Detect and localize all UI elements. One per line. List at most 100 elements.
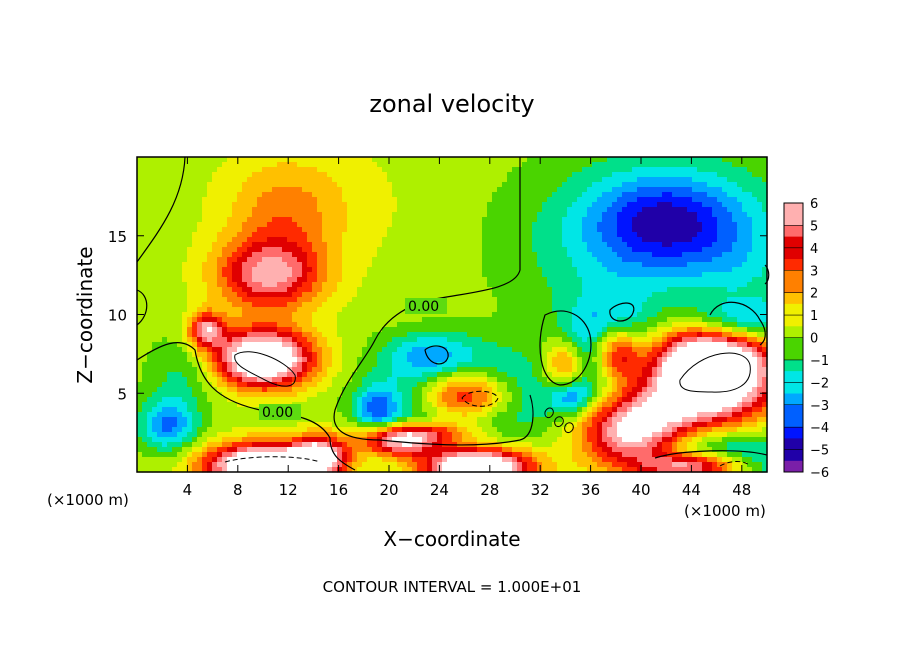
heatmap-cell	[282, 187, 288, 193]
heatmap-cell	[237, 327, 243, 333]
heatmap-cell	[502, 222, 508, 228]
heatmap-cell	[157, 262, 163, 268]
heatmap-cell	[202, 247, 208, 253]
heatmap-cell	[297, 272, 303, 278]
heatmap-cell	[267, 247, 273, 253]
heatmap-cell	[167, 347, 173, 353]
heatmap-cell	[337, 382, 343, 388]
heatmap-cell	[322, 277, 328, 283]
heatmap-cell	[367, 197, 373, 203]
heatmap-cell	[362, 402, 368, 408]
heatmap-cell	[477, 457, 483, 463]
heatmap-cell	[152, 272, 158, 278]
heatmap-cell	[287, 197, 293, 203]
heatmap-cell	[502, 312, 508, 318]
heatmap-cell	[457, 437, 463, 443]
heatmap-cell	[342, 247, 348, 253]
heatmap-cell	[437, 357, 443, 363]
heatmap-cell	[192, 257, 198, 263]
heatmap-cell	[207, 337, 213, 343]
heatmap-cell	[492, 437, 498, 443]
heatmap-cell	[357, 407, 363, 413]
heatmap-cell	[332, 192, 338, 198]
heatmap-cell	[457, 297, 463, 303]
heatmap-cell	[142, 202, 148, 208]
heatmap-cell	[387, 447, 393, 453]
heatmap-cell	[492, 257, 498, 263]
heatmap-cell	[472, 157, 478, 163]
heatmap-cell	[417, 322, 423, 328]
heatmap-cell	[212, 217, 218, 223]
heatmap-cell	[522, 207, 528, 213]
heatmap-cell	[312, 192, 318, 198]
heatmap-cell	[462, 347, 468, 353]
heatmap-cell	[187, 322, 193, 328]
heatmap-cell	[172, 202, 178, 208]
heatmap-cell	[172, 377, 178, 383]
heatmap-cell	[277, 462, 283, 468]
heatmap-cell	[352, 357, 358, 363]
heatmap-cell	[187, 427, 193, 433]
heatmap-cell	[372, 162, 378, 168]
heatmap-cell	[267, 397, 273, 403]
heatmap-cell	[202, 357, 208, 363]
heatmap-cell	[322, 177, 328, 183]
heatmap-cell	[497, 392, 503, 398]
heatmap-cell	[182, 342, 188, 348]
heatmap-cell	[177, 167, 183, 173]
heatmap-cell	[522, 247, 528, 253]
heatmap-cell	[447, 247, 453, 253]
heatmap-cell	[387, 342, 393, 348]
heatmap-cell	[402, 387, 408, 393]
heatmap-cell	[447, 452, 453, 458]
heatmap-cell	[312, 462, 318, 468]
heatmap-cell	[182, 247, 188, 253]
heatmap-cell	[412, 407, 418, 413]
heatmap-cell	[157, 222, 163, 228]
heatmap-cell	[377, 277, 383, 283]
heatmap-cell	[442, 227, 448, 233]
heatmap-cell	[137, 442, 143, 448]
heatmap-cell	[507, 212, 513, 218]
heatmap-cell	[267, 207, 273, 213]
heatmap-cell	[397, 282, 403, 288]
heatmap-cell	[467, 272, 473, 278]
heatmap-cell	[192, 172, 198, 178]
heatmap-cell	[452, 297, 458, 303]
heatmap-cell	[152, 262, 158, 268]
heatmap-cell	[142, 462, 148, 468]
heatmap-cell	[402, 392, 408, 398]
heatmap-cell	[352, 387, 358, 393]
heatmap-cell	[167, 337, 173, 343]
heatmap-cell	[362, 237, 368, 243]
heatmap-cell	[167, 392, 173, 398]
heatmap-cell	[237, 287, 243, 293]
heatmap-cell	[327, 232, 333, 238]
heatmap-cell	[282, 262, 288, 268]
heatmap-cell	[342, 362, 348, 368]
heatmap-cell	[222, 282, 228, 288]
heatmap-cell	[192, 357, 198, 363]
heatmap-cell	[487, 287, 493, 293]
heatmap-cell	[167, 267, 173, 273]
heatmap-cell	[322, 427, 328, 433]
heatmap-cell	[407, 412, 413, 418]
heatmap-cell	[447, 362, 453, 368]
heatmap-cell	[207, 287, 213, 293]
heatmap-cell	[292, 247, 298, 253]
heatmap-cell	[192, 292, 198, 298]
heatmap-cell	[372, 362, 378, 368]
heatmap-cell	[177, 387, 183, 393]
heatmap-cell	[397, 382, 403, 388]
heatmap-cell	[407, 437, 413, 443]
heatmap-cell	[472, 192, 478, 198]
heatmap-cell	[342, 207, 348, 213]
heatmap-cell	[477, 352, 483, 358]
heatmap-cell	[372, 307, 378, 313]
heatmap-cell	[347, 322, 353, 328]
heatmap-cell	[337, 212, 343, 218]
heatmap-cell	[392, 312, 398, 318]
heatmap-cell	[197, 397, 203, 403]
heatmap-cell	[412, 327, 418, 333]
heatmap-cell	[432, 267, 438, 273]
